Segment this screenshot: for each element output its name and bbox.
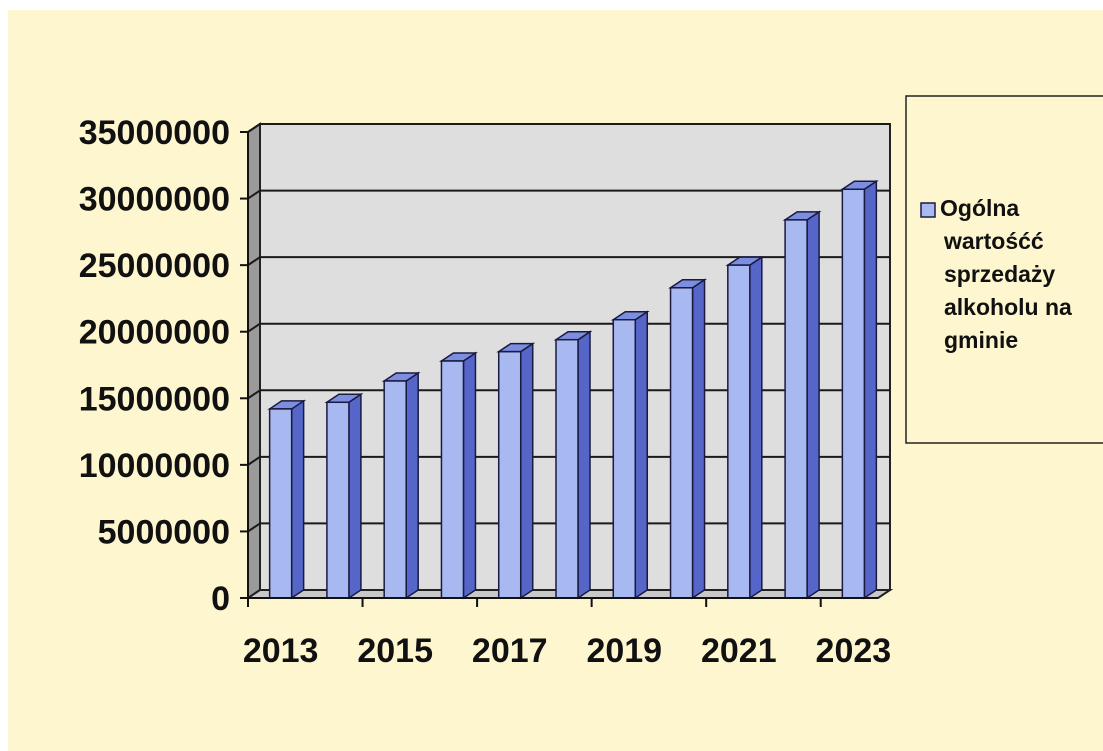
bar-front [841, 188, 866, 599]
y-tick-label: 25000000 [79, 247, 230, 285]
bar-side [806, 210, 820, 600]
y-tick-label: 30000000 [79, 181, 230, 219]
gridline-side [247, 389, 261, 400]
legend-label-line: sprzedaży [944, 261, 1055, 287]
legend-box [905, 95, 1103, 444]
bar-2015 [381, 371, 421, 600]
y-tick-label: 10000000 [79, 447, 230, 485]
bar-front [784, 219, 808, 599]
bar-2019 [610, 310, 650, 600]
x-tick-label: 2013 [243, 632, 319, 670]
bar-2013 [267, 399, 307, 600]
legend-label-line: alkoholu na [944, 294, 1072, 320]
y-tick-label: 20000000 [79, 314, 230, 352]
bar-front [727, 264, 751, 599]
bar-front [326, 401, 350, 599]
bar-side [749, 255, 763, 600]
legend: Ogólna wartośćć sprzedaży alkoholu na gminie [905, 95, 1103, 444]
bar-side [405, 371, 419, 600]
gridline-side [247, 456, 261, 466]
bar-side [519, 342, 534, 600]
gridline-side [247, 522, 261, 533]
bar-front [268, 408, 293, 599]
chart-page: 35000000 30000000 25000000 20000000 15000000… [8, 10, 1103, 751]
gridline-side [247, 322, 261, 333]
legend-label-line: gminie [944, 327, 1018, 353]
bar-front [497, 350, 522, 599]
bar-chart: 35000000 30000000 25000000 20000000 15000000… [79, 95, 1103, 670]
bar-side [290, 399, 305, 600]
x-tick-label: 2015 [357, 632, 433, 670]
bar-2021 [725, 255, 765, 600]
bar-front [555, 338, 579, 599]
bar-front [440, 360, 465, 599]
x-tick-label: 2023 [816, 632, 892, 670]
bar-side [691, 278, 706, 600]
bar-side [348, 392, 362, 600]
bar-front [612, 318, 637, 599]
bar-side [863, 179, 878, 600]
y-axis-tick-labels: 35000000 30000000 25000000 20000000 15000000… [79, 114, 230, 618]
bar-side [577, 330, 591, 600]
y-tick-label: 15000000 [79, 380, 230, 418]
x-tick-label: 2017 [472, 632, 548, 670]
x-tick-label: 2021 [701, 632, 777, 670]
gridline-side [247, 189, 261, 200]
gridline-side [247, 123, 261, 133]
bar-2023 [839, 179, 879, 600]
bar-2022 [782, 210, 822, 600]
gridline-side [247, 256, 261, 266]
legend-label-line: wartośćć [943, 228, 1044, 254]
legend-swatch [920, 202, 936, 218]
bar-2017 [496, 342, 536, 600]
x-tick-label: 2019 [586, 632, 662, 670]
legend-label-line: Ogólna [940, 195, 1019, 221]
bar-front [669, 287, 694, 599]
axes [240, 131, 878, 607]
bar-side [462, 351, 477, 600]
bar-2020 [668, 278, 708, 600]
bar-front [383, 380, 407, 599]
y-tick-label: 5000000 [98, 513, 230, 551]
x-axis-tick-labels: 2013 2015 2017 2019 2021 2023 [243, 632, 891, 670]
bar-side [634, 310, 649, 600]
bar-2016 [438, 351, 478, 600]
y-tick-label: 0 [211, 580, 230, 618]
bar-2014 [324, 392, 364, 600]
bar-2018 [553, 330, 593, 600]
y-tick-label: 35000000 [79, 114, 230, 152]
bars [267, 179, 879, 600]
